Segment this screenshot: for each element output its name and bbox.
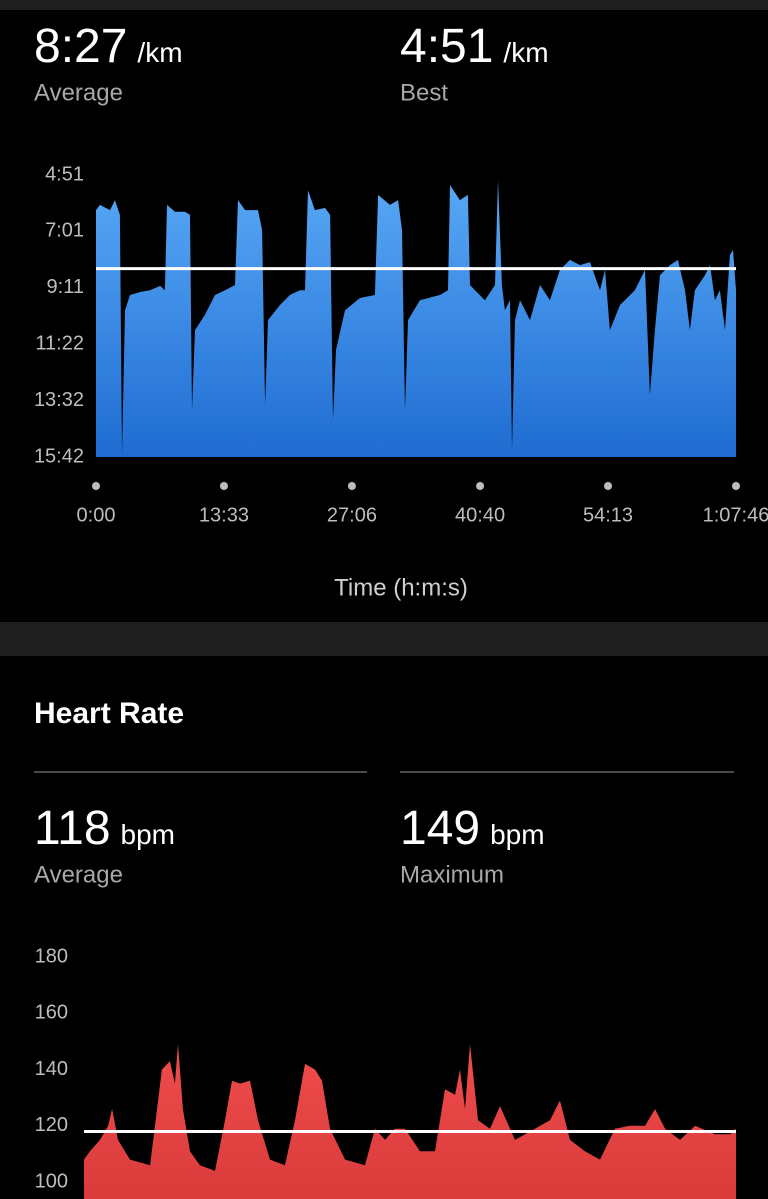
x-tick-dot xyxy=(219,482,228,490)
y-tick-label: 140 xyxy=(35,1058,68,1080)
x-tick-label: 13:33 xyxy=(199,504,249,526)
x-tick-dot xyxy=(476,482,485,490)
stat-caption: Average xyxy=(34,79,123,106)
y-tick-label: 7:01 xyxy=(45,220,84,242)
stat-value: 8:27/km xyxy=(34,20,183,73)
area xyxy=(96,180,736,457)
y-tick-label: 13:32 xyxy=(34,389,84,411)
x-tick-dot xyxy=(732,482,740,490)
stat-number: 118 xyxy=(34,802,111,855)
x-tick-dot xyxy=(347,482,356,490)
stat-caption: Best xyxy=(400,79,448,106)
stat-unit: bpm xyxy=(490,819,544,850)
stat-unit: bpm xyxy=(121,819,175,850)
section-divider xyxy=(0,622,768,656)
y-tick-label: 120 xyxy=(35,1114,68,1136)
x-tick-dot xyxy=(92,482,100,490)
x-axis-label: Time (h:m:s) xyxy=(334,574,468,601)
y-tick-label: 100 xyxy=(35,1170,68,1192)
x-tick-label: 27:06 xyxy=(327,504,377,526)
stat-value: 4:51/km xyxy=(400,20,549,73)
y-tick-label: 160 xyxy=(35,1002,68,1024)
y-tick-label: 11:22 xyxy=(35,333,84,355)
stat-caption: Average xyxy=(34,861,123,888)
stat-value: 118 bpm xyxy=(34,802,175,855)
top-bar xyxy=(0,0,768,10)
stat-unit: /km xyxy=(137,37,182,68)
y-tick-label: 180 xyxy=(35,945,68,967)
y-tick-label: 9:11 xyxy=(47,276,84,298)
stat-unit: /km xyxy=(503,37,548,68)
x-tick-label: 0:00 xyxy=(77,504,116,526)
stat-number: 4:51 xyxy=(400,20,493,73)
x-tick-label: 54:13 xyxy=(583,504,633,526)
stat-number: 8:27 xyxy=(34,20,127,73)
x-tick-label: 1:07:46 xyxy=(703,504,768,526)
section-title: Heart Rate xyxy=(34,697,184,730)
stat-caption: Maximum xyxy=(400,861,504,888)
x-tick-label: 40:40 xyxy=(455,504,505,526)
x-tick-dot xyxy=(604,482,613,490)
y-tick-label: 15:42 xyxy=(34,445,84,467)
stat-number: 149 xyxy=(400,802,480,855)
area xyxy=(84,1044,736,1199)
stat-value: 149 bpm xyxy=(400,802,545,855)
y-tick-label: 4:51 xyxy=(45,163,84,185)
